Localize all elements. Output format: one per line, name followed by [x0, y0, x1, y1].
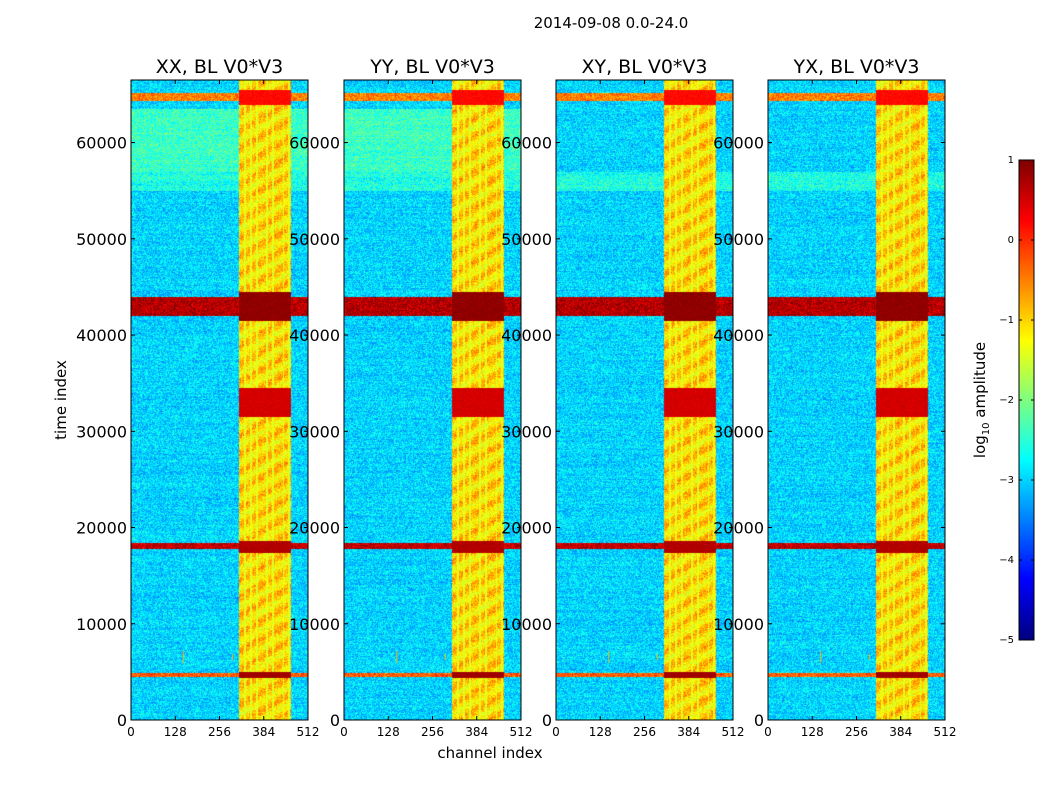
x-tick-label: 128	[164, 725, 187, 739]
colorbar-tick-label: 0	[1008, 235, 1014, 246]
panel-yy: YY, BL V0*V3 0 128 256 384 512 0 10000 20000 3000…	[289, 56, 532, 739]
x-tick-label: 0	[552, 725, 560, 739]
heatmap-xx	[131, 80, 308, 720]
heatmap-xy	[556, 80, 733, 720]
colorbar-label: log10 amplitude	[971, 342, 992, 458]
colorbar-tick-label: −1	[999, 315, 1014, 326]
panels: XX, BL V0*V3 0 128 256 384 512 0 10000 20000 3000…	[76, 56, 956, 739]
x-tick-label: 384	[465, 725, 488, 739]
x-tick-label: 128	[801, 725, 824, 739]
y-tick-label: 20000	[713, 519, 764, 538]
x-tick-label: 384	[252, 725, 275, 739]
panel-title: YY, BL V0*V3	[369, 56, 495, 78]
y-tick-label: 20000	[501, 519, 552, 538]
colorbar-tick-label: −4	[999, 555, 1014, 566]
x-tick-label: 128	[589, 725, 612, 739]
heatmap-yy	[344, 80, 521, 720]
x-tick-label: 256	[421, 725, 444, 739]
y-tick-label: 60000	[501, 134, 552, 153]
x-tick-label: 384	[889, 725, 912, 739]
x-tick-label: 512	[297, 725, 320, 739]
y-tick-label: 20000	[76, 519, 127, 538]
y-tick-label: 10000	[289, 615, 340, 634]
y-tick-label: 40000	[501, 326, 552, 345]
y-tick-label: 40000	[713, 326, 764, 345]
panel-yx: YX, BL V0*V3 0 128 256 384 512 0 10000 20000 3000…	[713, 56, 956, 739]
panel-xy: XY, BL V0*V3 0 128 256 384 512 0 10000 20000 3000…	[501, 56, 744, 739]
y-tick-label: 50000	[76, 230, 127, 249]
x-tick-label: 128	[377, 725, 400, 739]
x-tick-label: 512	[510, 725, 533, 739]
y-tick-label: 0	[330, 711, 340, 730]
colorbar-tick-label: −5	[999, 635, 1014, 646]
colorbar-gradient	[1019, 160, 1034, 640]
y-tick-label: 30000	[76, 422, 127, 441]
x-tick-label: 0	[764, 725, 772, 739]
x-tick-label: 0	[340, 725, 348, 739]
heatmap-yx	[768, 80, 945, 720]
panel-title: XX, BL V0*V3	[156, 56, 283, 78]
y-tick-label: 40000	[289, 326, 340, 345]
y-tick-label: 60000	[289, 134, 340, 153]
y-tick-label: 10000	[501, 615, 552, 634]
x-axis-label: channel index	[437, 744, 542, 762]
y-tick-label: 60000	[713, 134, 764, 153]
y-tick-label: 10000	[76, 615, 127, 634]
x-tick-label: 384	[677, 725, 700, 739]
y-tick-label: 0	[754, 711, 764, 730]
y-tick-label: 10000	[713, 615, 764, 634]
y-tick-label: 30000	[501, 422, 552, 441]
x-tick-label: 256	[208, 725, 231, 739]
colorbar-tick-label: 1	[1008, 155, 1014, 166]
y-tick-label: 50000	[501, 230, 552, 249]
x-tick-label: 0	[127, 725, 135, 739]
colorbar-tick-label: −2	[999, 395, 1014, 406]
panel-title: YX, BL V0*V3	[792, 56, 919, 78]
colorbar-tick-label: −3	[999, 475, 1014, 486]
x-tick-label: 512	[722, 725, 745, 739]
y-tick-label: 0	[542, 711, 552, 730]
figure-title: 2014-09-08 0.0-24.0	[534, 14, 689, 32]
y-tick-label: 50000	[289, 230, 340, 249]
y-tick-label: 20000	[289, 519, 340, 538]
y-tick-label: 60000	[76, 134, 127, 153]
y-tick-label: 50000	[713, 230, 764, 249]
panel-xx: XX, BL V0*V3 0 128 256 384 512 0 10000 20000 3000…	[76, 56, 319, 739]
x-tick-label: 512	[934, 725, 957, 739]
panel-title: XY, BL V0*V3	[581, 56, 707, 78]
colorbar: 1 0 −1 −2 −3 −4 −5 log10 amplitude	[971, 155, 1035, 646]
y-axis-label: time index	[52, 360, 70, 440]
y-tick-label: 30000	[289, 422, 340, 441]
y-tick-label: 0	[117, 711, 127, 730]
y-tick-label: 30000	[713, 422, 764, 441]
y-tick-label: 40000	[76, 326, 127, 345]
x-tick-label: 256	[845, 725, 868, 739]
x-tick-label: 256	[633, 725, 656, 739]
